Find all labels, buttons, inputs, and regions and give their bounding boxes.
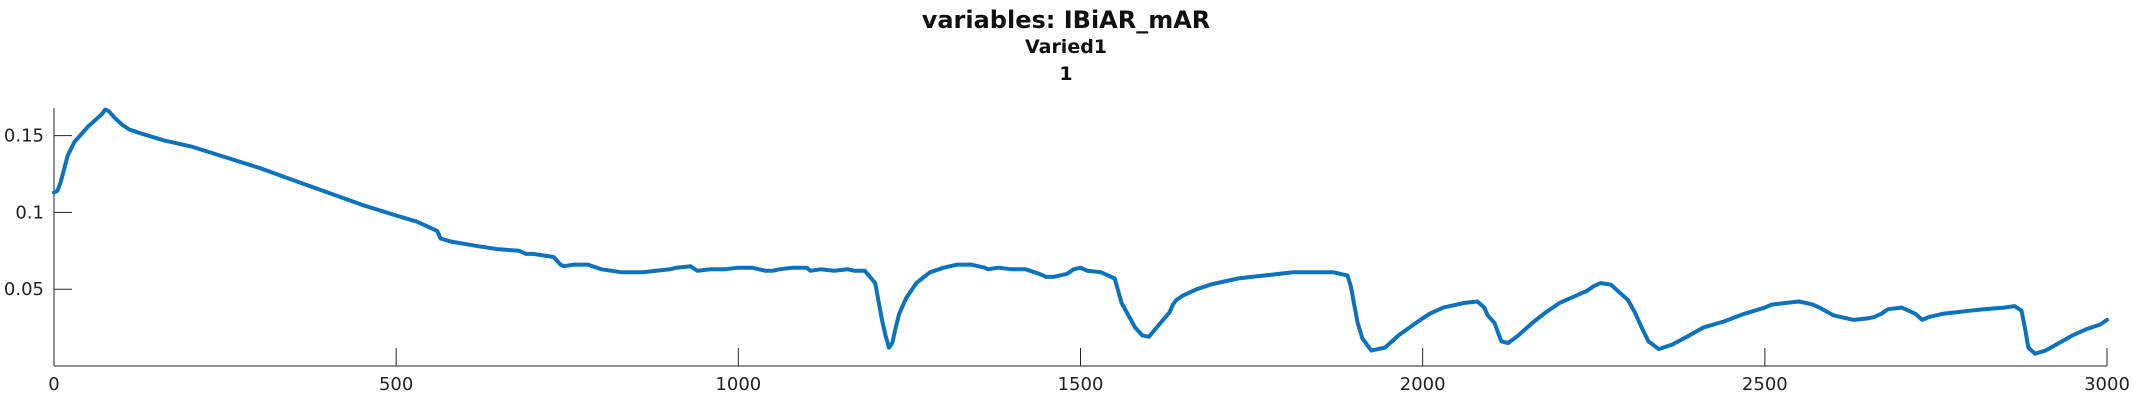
chart-title: variables: IBiAR_mAR xyxy=(922,6,1211,34)
y-tick-label: 0.15 xyxy=(4,126,44,147)
plot-area: 0 500 1000 1500 2000 2500 3000 0.05 0.1 0.15 xyxy=(4,107,2130,395)
y-tick-label: 0.05 xyxy=(4,279,44,300)
x-tick-label: 1500 xyxy=(1058,374,1104,395)
x-tick-label: 2500 xyxy=(1742,374,1788,395)
x-tick-label: 0 xyxy=(48,374,59,395)
x-tick-label: 2000 xyxy=(1400,374,1446,395)
chart-subtitle: Varied1 xyxy=(1025,36,1107,58)
x-tick-label: 500 xyxy=(379,374,413,395)
x-ticks: 0 500 1000 1500 2000 2500 3000 xyxy=(48,348,2130,395)
y-ticks: 0.05 0.1 0.15 xyxy=(4,126,72,300)
chart-subtitle-2: 1 xyxy=(1059,63,1072,85)
series-line-ibiar-mar xyxy=(52,107,2109,356)
x-tick-label: 1000 xyxy=(715,374,761,395)
x-tick-label: 3000 xyxy=(2084,374,2130,395)
y-tick-label: 0.1 xyxy=(15,202,44,223)
